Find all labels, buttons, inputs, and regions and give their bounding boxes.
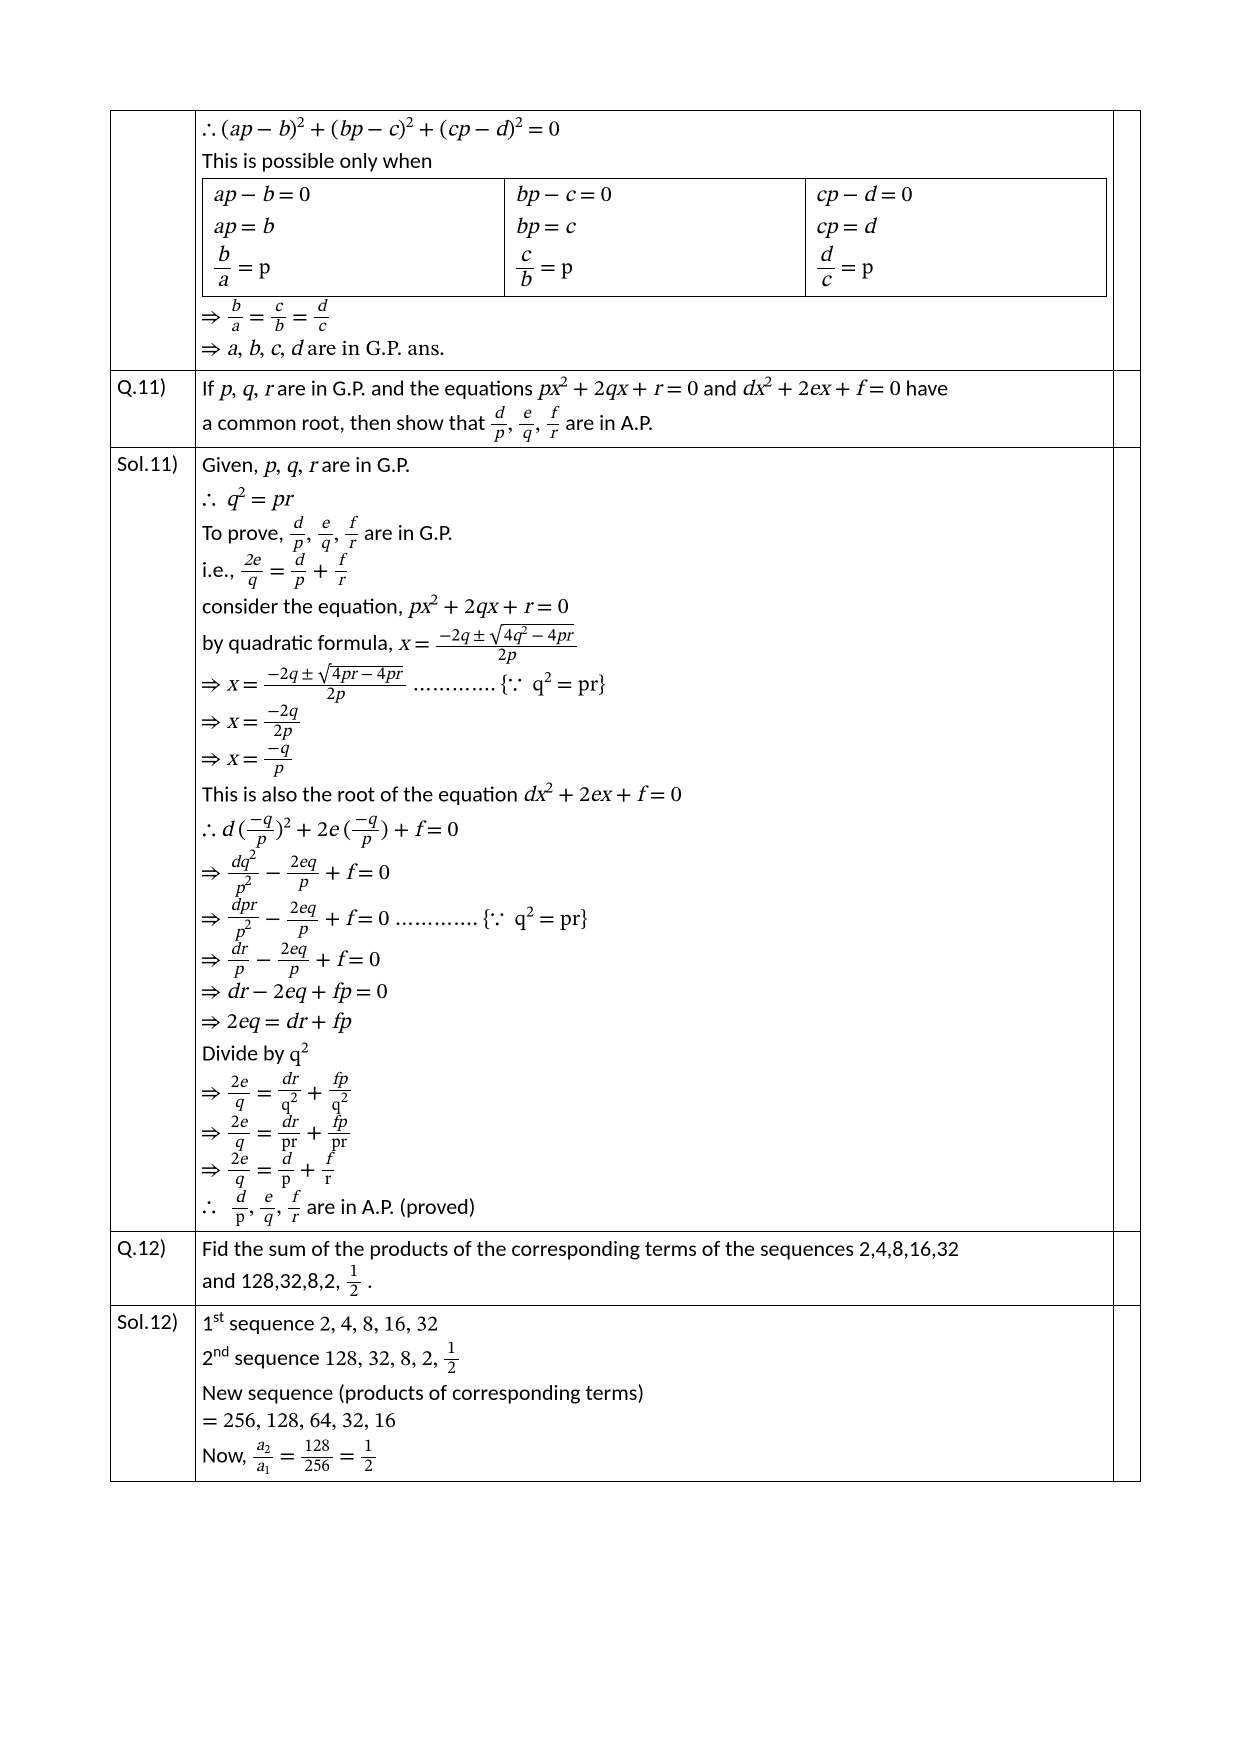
text-line: i.e., 2eq = dp + fr xyxy=(202,553,1107,590)
inner-cell: ap − b = 0 ap = b ba = p xyxy=(203,178,505,296)
row-label: Sol.12) xyxy=(111,1305,196,1481)
text-line: Fid the sum of the products of the corre… xyxy=(202,1234,1107,1264)
row-label: Sol.11) xyxy=(111,448,196,1232)
solutions-table: ∴ (ap − b)2 + (bp − c)2 + (cp − d)2 = 0 … xyxy=(110,110,1141,1482)
text-line: New sequence (products of corresponding … xyxy=(202,1378,1107,1408)
row-label: Q.12) xyxy=(111,1231,196,1305)
inner-table: ap − b = 0 ap = b ba = p bp − c = 0 bp =… xyxy=(202,178,1107,297)
table-row: Q.12) Fid the sum of the products of the… xyxy=(111,1231,1141,1305)
text-line: This is also the root of the equation dx… xyxy=(202,779,1107,812)
page: ∴ (ap − b)2 + (bp − c)2 + (cp − d)2 = 0 … xyxy=(0,0,1241,1754)
equation-line: ⇒ drp − 2eqp + f = 0 xyxy=(202,942,1107,979)
row-gutter xyxy=(1114,1231,1141,1305)
table-row: Sol.11) Given, p, q, r are in G.P. ∴ q2 … xyxy=(111,448,1141,1232)
row-label: Q.11) xyxy=(111,370,196,447)
equation-line: = 256, 128, 64, 32, 16 xyxy=(202,1408,1107,1438)
equation-line: ⇒ ba = cb = dc xyxy=(202,299,1107,336)
row-gutter xyxy=(1114,111,1141,371)
equation-line: ⇒ 2eq = drq2 + fpq2 xyxy=(202,1072,1107,1115)
equation-line: ⇒ x = −2q ± 4pr − 4pr 2p …………. {∵ q2 = p… xyxy=(202,666,1107,704)
text-line: To prove, dp, eq, fr are in G.P. xyxy=(202,516,1107,553)
equation-line: ⇒ x = −qp xyxy=(202,741,1107,778)
equation-line: ⇒ 2eq = drpr + fppr xyxy=(202,1115,1107,1152)
row-content: Fid the sum of the products of the corre… xyxy=(196,1231,1114,1305)
equation-line: ⇒ a, b, c, d are in G.P. ans. xyxy=(202,336,1107,366)
table-row: ∴ (ap − b)2 + (bp − c)2 + (cp − d)2 = 0 … xyxy=(111,111,1141,371)
equation-line: ⇒ x = −2q2p xyxy=(202,704,1107,741)
row-content: 1st sequence 2, 4, 8, 16, 32 2nd sequenc… xyxy=(196,1305,1114,1481)
text-line: Given, p, q, r are in G.P. xyxy=(202,450,1107,483)
equation-line: ⇒ dprp2 − 2eqp + f = 0 …………. {∵ q2 = pr} xyxy=(202,898,1107,941)
row-gutter xyxy=(1114,1305,1141,1481)
table-row: Sol.12) 1st sequence 2, 4, 8, 16, 32 2nd… xyxy=(111,1305,1141,1481)
inner-cell: cp − d = 0 cp = d dc = p xyxy=(805,178,1106,296)
equation-line: ∴ q2 = pr xyxy=(202,483,1107,516)
text-line: 2nd sequence 128, 32, 8, 2, 12 xyxy=(202,1341,1107,1378)
text-line: a common root, then show that dp, eq, fr… xyxy=(202,406,1107,443)
equation-line: ⇒ 2eq = dr + fp xyxy=(202,1009,1107,1039)
row-content: ∴ (ap − b)2 + (bp − c)2 + (cp − d)2 = 0 … xyxy=(196,111,1114,371)
row-gutter xyxy=(1114,448,1141,1232)
equation-line: ⇒ dr − 2eq + fp = 0 xyxy=(202,979,1107,1009)
text-line: consider the equation, px2 + 2qx + r = 0 xyxy=(202,591,1107,624)
text-line: This is possible only when xyxy=(202,146,1107,176)
row-gutter xyxy=(1114,370,1141,447)
row-content: If p, q, r are in G.P. and the equations… xyxy=(196,370,1114,447)
row-content: Given, p, q, r are in G.P. ∴ q2 = pr To … xyxy=(196,448,1114,1232)
text-line: ∴ dp, eq, fr are in A.P. (proved) xyxy=(202,1190,1107,1227)
inner-cell: bp − c = 0 bp = c cb = p xyxy=(505,178,805,296)
text-line: If p, q, r are in G.P. and the equations… xyxy=(202,373,1107,406)
equation-line: ∴ d ⁠(−qp)2 + 2e ⁠(−qp) + f = 0 xyxy=(202,812,1107,849)
text-line: 1st sequence 2, 4, 8, 16, 32 xyxy=(202,1308,1107,1341)
text-line: Now, a2a1 = 128256 = 12 xyxy=(202,1438,1107,1477)
text-line: Divide by q2 xyxy=(202,1038,1107,1071)
text-line: and 128,32,8,2, 12 . xyxy=(202,1264,1107,1301)
equation-line: ∴ (ap − b)2 + (bp − c)2 + (cp − d)2 = 0 xyxy=(202,113,1107,146)
text-line: by quadratic formula, x = −2q ± 4q2 − 4p… xyxy=(202,624,1107,666)
equation-line: ⇒ 2eq = dp + fr xyxy=(202,1152,1107,1189)
table-row: Q.11) If p, q, r are in G.P. and the equ… xyxy=(111,370,1141,447)
equation-line: ⇒ dq2p2 − 2eqp + f = 0 xyxy=(202,849,1107,898)
row-label xyxy=(111,111,196,371)
